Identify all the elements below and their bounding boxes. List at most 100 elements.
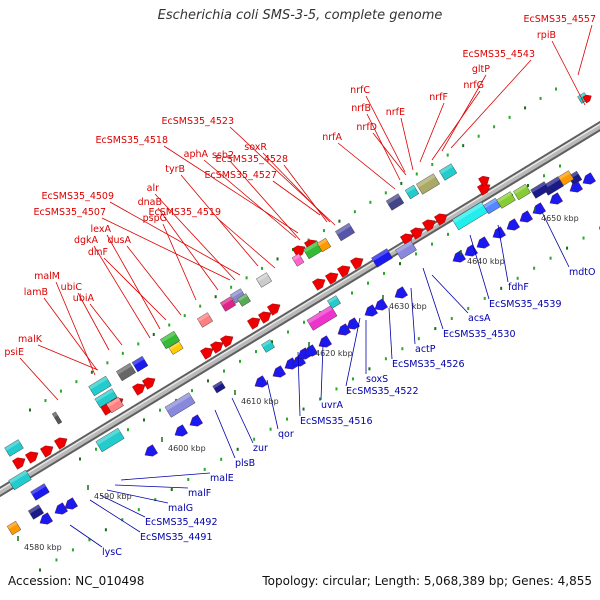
tick-label: 4580 kbp xyxy=(24,543,62,552)
gene-arrow xyxy=(220,335,234,348)
tick-dot xyxy=(106,361,109,365)
gene-label: EcSMS35_4509 xyxy=(42,191,115,202)
tick-label: 4610 kbp xyxy=(241,397,279,406)
leader-line xyxy=(106,234,161,330)
gene-block xyxy=(212,380,226,394)
gene-label: malG xyxy=(168,503,193,514)
tick-dots xyxy=(29,87,600,572)
tick-dot xyxy=(245,276,248,280)
gene-label: soxS xyxy=(366,374,388,385)
gene-label: dinF xyxy=(88,247,108,258)
tick-dot xyxy=(307,238,310,242)
tick-dot xyxy=(239,359,241,363)
leader-line xyxy=(101,217,231,281)
gene-label: EcSMS35_4507 xyxy=(34,207,107,218)
leader-line xyxy=(163,145,299,234)
tick-dot xyxy=(236,447,239,451)
gene-label: EcSMS35_4528 xyxy=(216,154,289,165)
tick-dot xyxy=(253,437,256,441)
gene-label: uvrA xyxy=(321,400,344,411)
gene-block xyxy=(416,173,440,195)
gene-arrow xyxy=(582,94,592,104)
tick-dot xyxy=(368,367,371,371)
gene-label: mdtO xyxy=(569,267,596,278)
leader-line xyxy=(99,494,146,518)
gene-label: pspG xyxy=(143,213,167,224)
leader-line xyxy=(577,24,593,76)
gene-label: EcSMS35_4519 xyxy=(149,207,222,218)
leader-line xyxy=(43,297,98,371)
leader-line xyxy=(262,152,331,223)
gene-block xyxy=(316,237,332,253)
leader-line xyxy=(126,245,182,316)
gene-block xyxy=(131,355,149,373)
gene-arrow xyxy=(174,424,188,437)
leader-line xyxy=(77,292,110,351)
gene-block xyxy=(196,312,214,328)
gene-arrow xyxy=(200,347,214,360)
gene-arrow xyxy=(64,497,78,510)
tick-dot xyxy=(353,210,356,214)
leader-line xyxy=(441,74,487,152)
leader-line xyxy=(103,257,167,321)
tick-dot xyxy=(335,387,338,391)
tick-dot xyxy=(187,477,190,481)
tick-dot xyxy=(207,379,209,383)
tick-dot xyxy=(549,256,552,260)
tick-dot xyxy=(351,291,353,295)
tick-dot xyxy=(137,342,140,346)
tick-dot xyxy=(582,236,585,240)
tick-dot xyxy=(170,488,173,492)
gene-label: EcSMS35_4539 xyxy=(489,299,562,310)
gene-label: lexA xyxy=(91,224,112,235)
gene-arrow xyxy=(142,377,156,390)
gene-arrow xyxy=(337,323,351,336)
tick-dot xyxy=(477,134,480,138)
leader-line xyxy=(431,274,469,314)
leader-line xyxy=(203,159,297,239)
gene-label: nrfA xyxy=(322,132,342,143)
tick-dot xyxy=(369,200,372,204)
gene-arrow xyxy=(478,175,490,187)
tick-dot xyxy=(462,144,465,148)
tick-dot xyxy=(154,498,157,502)
tick-dot xyxy=(539,96,542,100)
gene-block xyxy=(116,362,136,382)
tick-dot xyxy=(88,538,91,542)
gene-label: psiE xyxy=(4,347,24,358)
gene-label: nrfD xyxy=(356,122,377,133)
tick-dot xyxy=(367,281,369,285)
gene-block xyxy=(27,504,45,520)
leader-line xyxy=(372,132,407,176)
tick-dot xyxy=(447,232,449,236)
leader-line xyxy=(157,207,219,291)
tick-dot xyxy=(95,447,97,451)
gene-label: nrfC xyxy=(350,85,370,96)
gene-label: ubiA xyxy=(73,293,95,304)
gene-arrow xyxy=(422,219,436,232)
tick-dot xyxy=(516,276,519,280)
tick-dot xyxy=(183,314,186,318)
gene-label: EcSMS35_4491 xyxy=(140,532,213,543)
gene-block xyxy=(291,253,305,267)
tick-label: 4590 kbp xyxy=(94,492,132,501)
tick-dot xyxy=(446,153,449,157)
gene-arrow xyxy=(337,265,351,278)
gene-label: alr xyxy=(147,183,159,194)
gene-label: nrfE xyxy=(386,107,405,118)
tick-dot xyxy=(303,320,305,324)
gene-block xyxy=(95,427,125,453)
gene-arrow xyxy=(258,311,272,324)
tick-dot xyxy=(415,252,417,256)
tick-dot xyxy=(137,508,140,512)
tick-dot xyxy=(220,457,223,461)
leader-line xyxy=(450,59,532,149)
gene-block xyxy=(306,305,338,331)
gene-arrow xyxy=(506,218,520,231)
gene-block xyxy=(88,375,112,397)
scale-tick-labels: 4580 kbp 4590 kbp 4600 kbp 4610 kbp 4620 kbp… xyxy=(17,207,579,552)
leader-line xyxy=(388,307,393,360)
tick-dot xyxy=(143,418,145,422)
tick-dot xyxy=(29,408,31,412)
gene-block xyxy=(237,293,251,307)
